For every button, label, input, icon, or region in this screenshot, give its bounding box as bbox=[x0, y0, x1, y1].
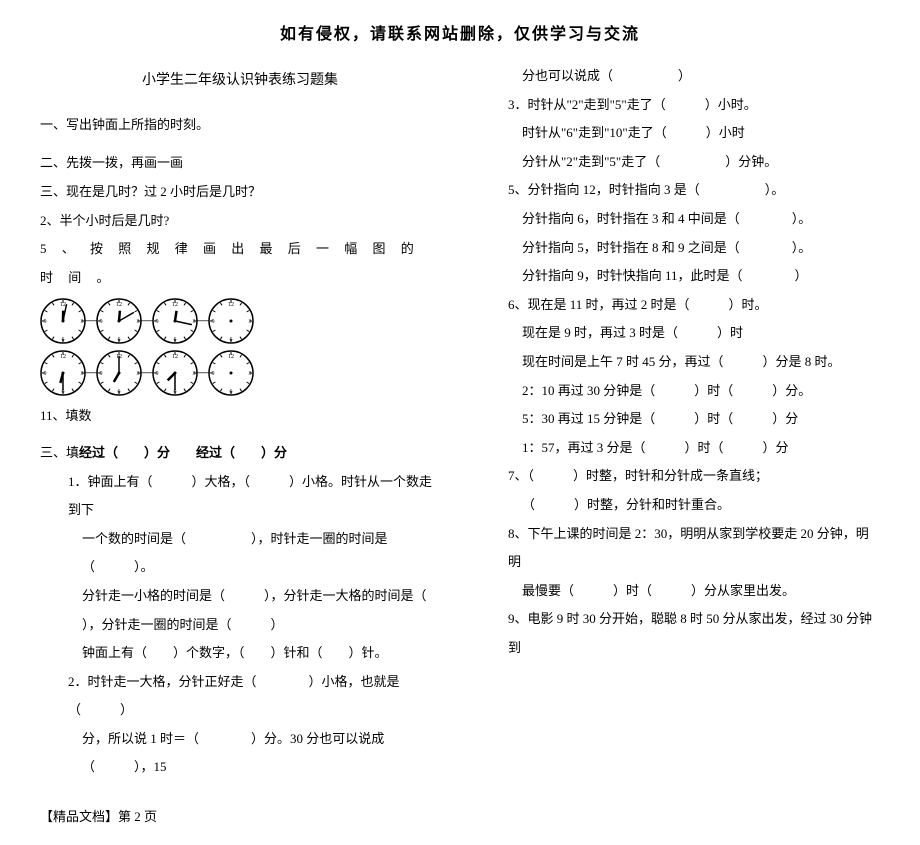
san-fill: 经过（ ）分 经过（ ）分 bbox=[79, 445, 287, 460]
r3b: 时针从"6"走到"10"走了（ ）小时 bbox=[480, 119, 880, 148]
r5c: 分针指向 5，时针指在 8 和 9 之间是（ ）。 bbox=[480, 234, 880, 263]
r8b: 最慢要（ ）时（ ）分从家里出发。 bbox=[480, 577, 880, 606]
svg-text:9: 9 bbox=[44, 319, 47, 325]
r9: 9、电影 9 时 30 分开始，聪聪 8 时 50 分从家出发，经过 30 分钟… bbox=[480, 605, 880, 662]
r5b: 分针指向 6，时针指在 3 和 4 中间是（ ）。 bbox=[480, 205, 880, 234]
svg-text:9: 9 bbox=[44, 371, 47, 377]
section-san: 三、填经过（ ）分 经过（ ）分 bbox=[40, 439, 440, 468]
section-4: 2、半个小时后是几时? bbox=[40, 207, 440, 236]
right-column: 分也可以说成（ ） 3．时针从"2"走到"5"走了（ ）小时。 时针从"6"走到… bbox=[480, 62, 880, 782]
clock-row-2: 12639—12639—12639—12639 bbox=[40, 350, 440, 396]
r3c: 分针从"2"走到"5"走了（ ）分钟。 bbox=[480, 148, 880, 177]
q1-line-c: 分针走一小格的时间是（ ），分针走一大格的时间是（ bbox=[40, 582, 440, 611]
r0: 分也可以说成（ ） bbox=[480, 62, 880, 91]
svg-text:3: 3 bbox=[249, 319, 252, 325]
left-column: 小学生二年级认识钟表练习题集 一、写出钟面上所指的时刻。 二、先拨一拨，再画一画… bbox=[40, 62, 440, 782]
section-1: 一、写出钟面上所指的时刻。 bbox=[40, 111, 440, 140]
r7b: （ ）时整，分针和时针重合。 bbox=[480, 491, 880, 520]
section-11: 11、填数 bbox=[40, 402, 440, 431]
svg-text:9: 9 bbox=[100, 319, 103, 325]
q2-line-b: 分，所以说 1 时＝（ ）分。30 分也可以说成（ ），15 bbox=[40, 725, 440, 782]
svg-text:6: 6 bbox=[174, 337, 177, 343]
r7a: 7、（ ）时整，时针和分针成一条直线； bbox=[480, 462, 880, 491]
content-columns: 小学生二年级认识钟表练习题集 一、写出钟面上所指的时刻。 二、先拨一拨，再画一画… bbox=[40, 62, 880, 782]
section-2: 二、先拨一拨，再画一画 bbox=[40, 149, 440, 178]
q1-line-e: 钟面上有（ ）个数字，（ ）针和（ ）针。 bbox=[40, 639, 440, 668]
r5a: 5、分针指向 12，时针指向 3 是（ ）。 bbox=[480, 176, 880, 205]
svg-text:9: 9 bbox=[100, 371, 103, 377]
q2-line-a: 2．时针走一大格，分针正好走（ ）小格，也就是（ ） bbox=[40, 668, 440, 725]
svg-text:3: 3 bbox=[249, 371, 252, 377]
r8a: 8、下午上课的时间是 2：30，明明从家到学校要走 20 分钟，明明 bbox=[480, 520, 880, 577]
svg-text:12: 12 bbox=[172, 354, 178, 360]
r6d: 2：10 再过 30 分钟是（ ）时（ ）分。 bbox=[480, 377, 880, 406]
page-footer: 【精品文档】第 2 页 bbox=[40, 806, 880, 825]
r6b: 现在是 9 时，再过 3 时是（ ）时 bbox=[480, 319, 880, 348]
r6e: 5：30 再过 15 分钟是（ ）时（ ）分 bbox=[480, 405, 880, 434]
svg-text:12: 12 bbox=[172, 302, 178, 308]
svg-text:6: 6 bbox=[230, 337, 233, 343]
svg-text:9: 9 bbox=[212, 319, 215, 325]
svg-text:12: 12 bbox=[60, 302, 66, 308]
q1-line-a: 1．钟面上有（ ）大格，（ ）小格。时针从一个数走到下 bbox=[40, 468, 440, 525]
svg-text:9: 9 bbox=[156, 371, 159, 377]
svg-text:12: 12 bbox=[116, 302, 122, 308]
r6a: 6、现在是 11 时，再过 2 时是（ ）时。 bbox=[480, 291, 880, 320]
svg-text:12: 12 bbox=[228, 354, 234, 360]
svg-text:9: 9 bbox=[212, 371, 215, 377]
svg-text:12: 12 bbox=[60, 354, 66, 360]
svg-text:6: 6 bbox=[62, 337, 65, 343]
svg-text:6: 6 bbox=[230, 389, 233, 395]
svg-text:9: 9 bbox=[156, 319, 159, 325]
page-header: 如有侵权，请联系网站删除，仅供学习与交流 bbox=[40, 20, 880, 44]
section-3: 三、现在是几时？过 2 小时后是几时？ bbox=[40, 178, 440, 207]
san-label: 三、填 bbox=[40, 445, 79, 460]
section-5: 5 、 按 照 规 律 画 出 最 后 一 幅 图 的 时 间 。 bbox=[40, 235, 440, 292]
clock-row-1: 12639—12639—12639—12639 bbox=[40, 298, 440, 344]
svg-text:12: 12 bbox=[228, 302, 234, 308]
r6f: 1：57，再过 3 分是（ ）时（ ）分 bbox=[480, 434, 880, 463]
q1-line-d: ），分针走一圈的时间是（ ） bbox=[40, 611, 440, 640]
svg-text:6: 6 bbox=[118, 337, 121, 343]
doc-title: 小学生二年级认识钟表练习题集 bbox=[40, 66, 440, 97]
r5d: 分针指向 9，时针快指向 11，此时是（ ） bbox=[480, 262, 880, 291]
r3a: 3．时针从"2"走到"5"走了（ ）小时。 bbox=[480, 91, 880, 120]
r6c: 现在时间是上午 7 时 45 分，再过（ ）分是 8 时。 bbox=[480, 348, 880, 377]
q1-line-b: 一个数的时间是（ ），时针走一圈的时间是（ ）。 bbox=[40, 525, 440, 582]
svg-text:6: 6 bbox=[118, 389, 121, 395]
